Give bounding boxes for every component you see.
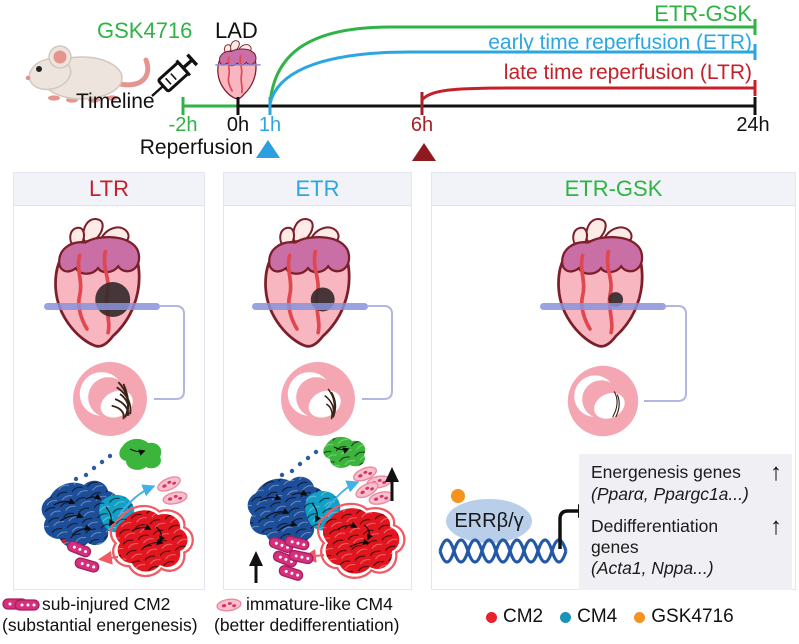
cm2-cells — [267, 534, 315, 583]
gsk-cross-section — [563, 361, 643, 441]
gsk-section-band — [540, 303, 687, 402]
timeline-axis-label: Timeline — [76, 90, 155, 113]
reperfusion-6h-marker — [412, 143, 436, 161]
gene-group-name: Dedifferentiation genes — [591, 515, 719, 557]
err-transcription-factor: ERRβ/γ — [446, 499, 532, 543]
panel-ltr-title: LTR — [14, 173, 204, 206]
cluster-dot-legend: CM2 CM4 GSK4716 — [486, 606, 734, 628]
legend-cm4-name: immature-like CM4 — [246, 594, 393, 614]
legend-label-gsk4716: GSK4716 — [651, 606, 734, 627]
stray-red-dot — [62, 539, 66, 543]
cm2-transition-arrow — [98, 550, 119, 565]
ltr-cross-section — [68, 357, 152, 441]
arm-label-ltr: late time reperfusion (LTR) — [503, 61, 752, 84]
panel-etr-title: ETR — [224, 173, 411, 206]
reperfusion-label: Reperfusion — [139, 136, 253, 159]
syringe-icon — [151, 53, 199, 97]
cm4-transition-arrow — [119, 484, 156, 514]
arm-label-etr: early time reperfusion (ETR) — [488, 31, 752, 54]
streamline-arrows — [259, 446, 374, 548]
etr-fibrosis — [324, 388, 337, 420]
ltr-fibrosis — [111, 381, 132, 420]
drug-label: GSK4716 — [97, 18, 193, 43]
cm4-cells — [351, 463, 395, 508]
gsk4716-dot-icon — [634, 611, 646, 623]
cm2-dot-icon — [486, 611, 497, 623]
cm4-cell-icon — [215, 597, 243, 612]
panel-etr-gsk: ETR-GSK ERRβ/γ Energenesis gen — [431, 172, 796, 590]
up-arrow-icon — [249, 551, 263, 583]
arm-curve-etr-gsk — [268, 25, 755, 105]
gene-result-box: Energenesis genes ↑ (Pparα, Ppargc1a...)… — [579, 454, 792, 590]
red-cluster — [317, 502, 406, 579]
panel-etr-gsk-title: ETR-GSK — [432, 173, 795, 206]
gsk-fibrosis — [612, 391, 620, 418]
gene-group-examples: (Acta1, Nppa...) — [591, 557, 714, 578]
legend-item-cm4: CM4 — [560, 606, 617, 628]
gsk4716-molecule-dot — [451, 489, 465, 503]
legend-cm2-name: sub-injured CM2 — [42, 594, 171, 614]
arm-curve-etr — [268, 50, 755, 105]
mouse-icon — [25, 45, 151, 103]
ltr-umap — [41, 438, 194, 578]
green-cluster — [323, 436, 366, 468]
streamline-arrows — [53, 448, 166, 548]
cell-dots — [279, 449, 319, 478]
up-arrow-icon — [385, 467, 399, 501]
legend-cm4-desc: (better dedifferentiation) — [214, 615, 400, 635]
timeline-art — [25, 19, 757, 161]
cell-dots — [73, 453, 113, 482]
legend-label-cm4: CM4 — [577, 606, 618, 627]
legend-label-cm2: CM2 — [503, 606, 544, 627]
legend-item-gsk4716: GSK4716 — [634, 606, 734, 628]
up-arrow-icon: ↑ — [770, 512, 782, 540]
surgery-label: LAD — [215, 18, 258, 43]
cm2-cell-icon — [2, 598, 40, 611]
legend-cm2-desc: (substantial energenesis) — [2, 615, 198, 635]
cm4-dot-icon — [560, 611, 572, 623]
lad-heart-icon — [215, 39, 261, 100]
red-cluster — [109, 504, 194, 578]
ltr-section-band — [44, 303, 185, 400]
tick-label-0h: 0h — [226, 114, 250, 136]
etr-cross-section — [276, 357, 360, 441]
red-cluster-outline — [317, 502, 406, 579]
tick-label-1h: 1h — [258, 114, 282, 136]
arm-curve-ltr — [420, 86, 755, 102]
cm4-cells — [155, 473, 189, 507]
cm4-transition-arrow — [325, 480, 360, 510]
gene-group-examples: (Pparα, Ppargc1a...) — [591, 483, 749, 504]
arm-label-etr-gsk: ETR-GSK — [654, 1, 752, 26]
up-arrow-icon: ↑ — [770, 459, 782, 486]
panel-etr: ETR — [223, 172, 412, 590]
gene-group-name: Energenesis genes — [591, 462, 741, 482]
tick-label-minus2h: -2h — [168, 114, 198, 136]
green-cluster — [119, 438, 162, 470]
red-cluster-outline — [109, 504, 194, 578]
tick-label-24h: 24h — [736, 114, 770, 136]
reperfusion-1h-marker — [256, 140, 280, 158]
etr-umap — [247, 436, 406, 583]
panel-ltr: LTR — [13, 172, 205, 590]
dna-helix-icon — [438, 538, 568, 564]
legend-item-cm2: CM2 — [486, 606, 543, 628]
legend-cm4: immature-like CM4 (better dedifferentiat… — [214, 594, 434, 636]
etr-section-band — [252, 303, 393, 400]
tick-label-6h: 6h — [410, 114, 434, 136]
legend-cm2: sub-injured CM2 (substantial energenesis… — [2, 594, 214, 636]
